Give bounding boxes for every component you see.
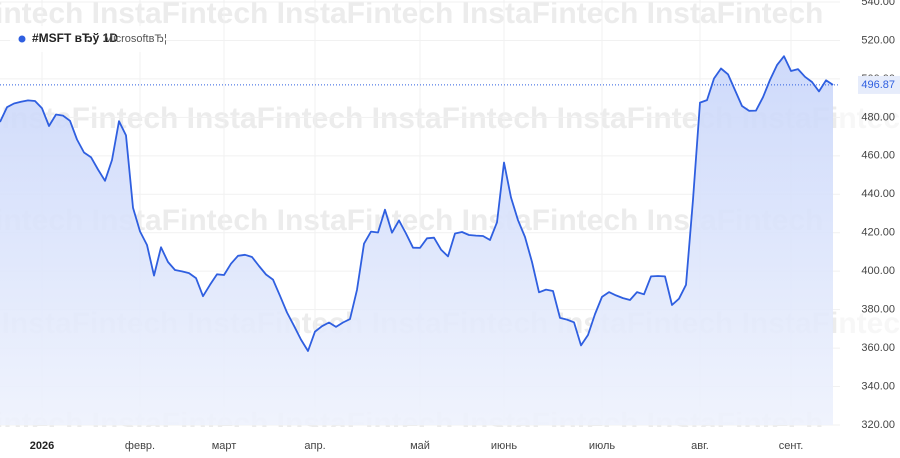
watermark: InstaFintech <box>277 0 454 30</box>
x-tick-label: февр. <box>125 440 155 452</box>
last-price-box <box>858 75 900 94</box>
y-tick-label: 440.00 <box>861 188 895 200</box>
x-tick-label: авг. <box>691 440 709 452</box>
x-tick-label: 2026 <box>30 440 54 452</box>
watermark: InstaFintech <box>462 0 639 30</box>
header-dot <box>18 35 26 43</box>
y-tick-label: 420.00 <box>861 227 895 239</box>
watermark: InstaFintech <box>187 102 364 135</box>
x-tick-label: апр. <box>304 440 325 452</box>
watermark: InstaFintech <box>92 0 269 30</box>
watermark: InstaFintech <box>372 102 549 135</box>
watermark: InstaFintech <box>647 0 824 30</box>
header-subtitle: MicrosoftвЂ¦ <box>104 33 167 45</box>
y-tick-label: 360.00 <box>861 342 895 354</box>
time-axis-bg <box>0 427 900 458</box>
y-tick-label: 340.00 <box>861 380 895 392</box>
x-tick-label: март <box>212 440 237 452</box>
y-tick-label: 400.00 <box>861 265 895 277</box>
x-tick-label: сент. <box>779 440 804 452</box>
y-tick-label: 540.00 <box>861 0 895 8</box>
y-tick-label: 460.00 <box>861 150 895 162</box>
y-tick-label: 480.00 <box>861 111 895 123</box>
y-tick-label: 380.00 <box>861 304 895 316</box>
header-box <box>10 26 166 52</box>
x-tick-label: июль <box>589 440 616 452</box>
plot <box>0 55 834 425</box>
y-tick-label: 320.00 <box>861 419 895 431</box>
area-fill <box>0 56 833 425</box>
x-tick-label: май <box>410 440 430 452</box>
header-title: #MSFT вЂў 1D <box>32 31 118 45</box>
last-price-label: 496.87 <box>861 79 895 91</box>
watermark: InstaFintech <box>462 204 639 237</box>
watermark: InstaFintech <box>277 204 454 237</box>
y-tick-label: 520.00 <box>861 34 895 46</box>
price-line <box>0 55 834 352</box>
x-tick-label: июнь <box>491 440 517 452</box>
legend-header: #MSFT вЂў 1D MicrosoftвЂ¦ <box>10 26 167 52</box>
